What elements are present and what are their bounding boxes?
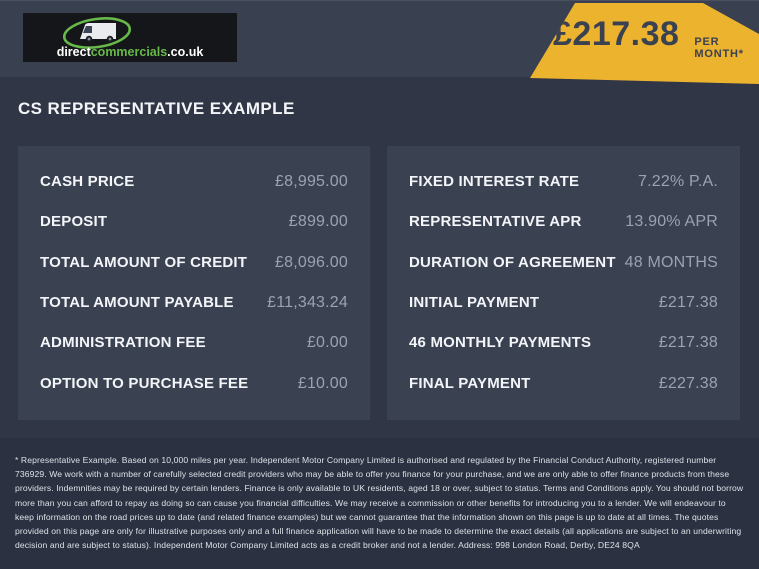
monthly-price: £217.38 bbox=[553, 15, 680, 53]
row-deposit: DEPOSIT £899.00 bbox=[40, 213, 348, 231]
finance-value: £0.00 bbox=[306, 334, 348, 352]
finance-value: 48 MONTHS bbox=[624, 253, 718, 271]
finance-value: £11,343.24 bbox=[267, 294, 348, 312]
row-cash-price: CASH PRICE £8,995.00 bbox=[40, 173, 348, 191]
row-representative-apr: REPRESENTATIVE APR 13.90% APR bbox=[409, 213, 718, 231]
finance-value: £8,995.00 bbox=[275, 173, 348, 191]
van-swoosh-logo-icon: directcommercials.co.uk bbox=[57, 17, 204, 59]
direct-commercials-logo[interactable]: directcommercials.co.uk bbox=[23, 13, 237, 62]
finance-value: £217.38 bbox=[658, 294, 718, 312]
finance-value: 7.22% P.A. bbox=[638, 173, 718, 191]
row-duration: DURATION OF AGREEMENT 48 MONTHS bbox=[409, 254, 718, 272]
disclaimer-text: * Representative Example. Based on 10,00… bbox=[15, 455, 744, 551]
finance-label: FIXED INTEREST RATE bbox=[409, 173, 580, 191]
finance-value: £899.00 bbox=[288, 213, 348, 231]
finance-label: TOTAL AMOUNT PAYABLE bbox=[40, 294, 234, 312]
finance-value: £227.38 bbox=[658, 374, 718, 392]
row-total-credit: TOTAL AMOUNT OF CREDIT £8,096.00 bbox=[40, 254, 348, 272]
per-month-label: PER MONTH* bbox=[694, 36, 744, 60]
logo-text: directcommercials.co.uk bbox=[57, 45, 204, 59]
finance-value: £10.00 bbox=[297, 374, 348, 392]
van-icon bbox=[80, 23, 116, 43]
finance-panel-left: CASH PRICE £8,995.00 DEPOSIT £899.00 TOT… bbox=[18, 146, 370, 420]
finance-label: ADMINISTRATION FEE bbox=[40, 334, 206, 352]
finance-label: INITIAL PAYMENT bbox=[409, 294, 540, 312]
row-option-to-purchase-fee: OPTION TO PURCHASE FEE £10.00 bbox=[40, 375, 348, 393]
finance-label: OPTION TO PURCHASE FEE bbox=[40, 374, 249, 392]
finance-label: 46 MONTHLY PAYMENTS bbox=[409, 334, 592, 352]
finance-label: REPRESENTATIVE APR bbox=[409, 213, 582, 231]
page-title: CS REPRESENTATIVE EXAMPLE bbox=[18, 99, 295, 118]
finance-label: TOTAL AMOUNT OF CREDIT bbox=[40, 253, 248, 271]
row-fixed-interest-rate: FIXED INTEREST RATE 7.22% P.A. bbox=[409, 173, 718, 191]
row-monthly-payments: 46 MONTHLY PAYMENTS £217.38 bbox=[409, 334, 718, 352]
finance-value: £217.38 bbox=[658, 334, 718, 352]
finance-value: £8,096.00 bbox=[275, 253, 348, 271]
finance-label: DEPOSIT bbox=[40, 213, 108, 231]
disclaimer-footer: * Representative Example. Based on 10,00… bbox=[0, 438, 759, 569]
row-admin-fee: ADMINISTRATION FEE £0.00 bbox=[40, 334, 348, 352]
monthly-price-banner: £217.38 PER MONTH* bbox=[530, 3, 759, 84]
row-total-payable: TOTAL AMOUNT PAYABLE £11,343.24 bbox=[40, 294, 348, 312]
finance-label: CASH PRICE bbox=[40, 173, 135, 191]
finance-value: 13.90% APR bbox=[625, 213, 718, 231]
finance-panel-right: FIXED INTEREST RATE 7.22% P.A. REPRESENT… bbox=[387, 146, 740, 420]
row-final-payment: FINAL PAYMENT £227.38 bbox=[409, 375, 718, 393]
finance-label: DURATION OF AGREEMENT bbox=[409, 253, 616, 271]
row-initial-payment: INITIAL PAYMENT £217.38 bbox=[409, 294, 718, 312]
finance-label: FINAL PAYMENT bbox=[409, 374, 531, 392]
